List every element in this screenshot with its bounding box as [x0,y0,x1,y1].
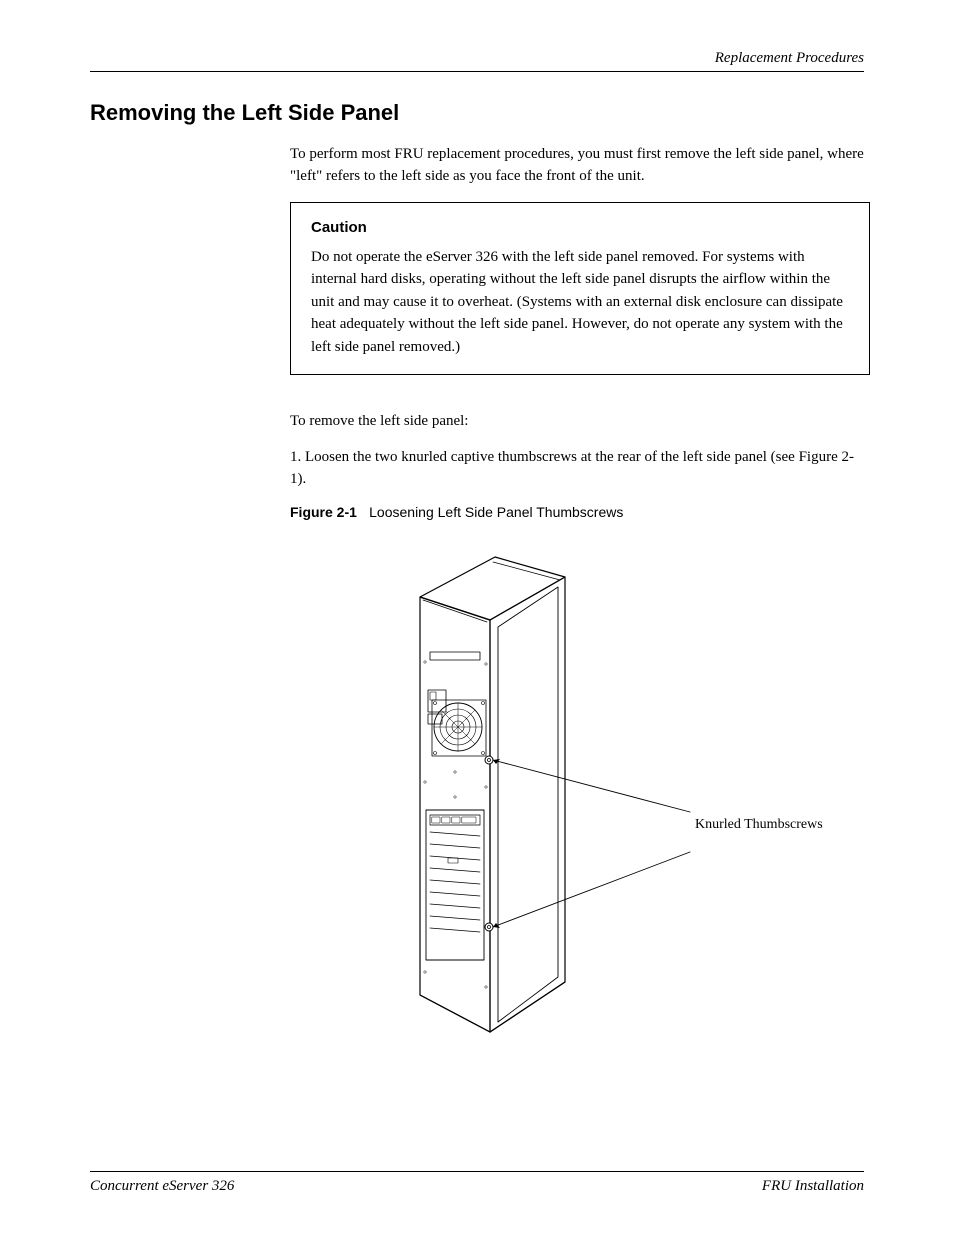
page-footer: Concurrent eServer 326 FRU Installation [90,1171,864,1195]
header-right-text: Replacement Procedures [715,50,864,67]
step-lead: To remove the left side panel: [290,411,870,433]
callout-thumbscrews: Knurled Thumbscrews [695,817,823,833]
footer-right: FRU Installation [762,1178,864,1195]
step-1: 1. Loosen the two knurled captive thumbs… [290,447,870,491]
figure-caption: Figure 2-1 Loosening Left Side Panel Thu… [290,504,870,522]
intro-paragraph: To perform most FRU replacement procedur… [290,144,870,188]
figure-number: Figure 2-1 [290,504,357,520]
figure: Knurled Thumbscrews [290,532,870,1052]
caution-box: Caution Do not operate the eServer 326 w… [290,202,870,376]
caution-text: Do not operate the eServer 326 with the … [311,246,849,359]
chassis-diagram-svg [290,532,870,1052]
page-header: Replacement Procedures [90,50,864,72]
section-title: Removing the Left Side Panel [90,100,864,126]
footer-left: Concurrent eServer 326 [90,1178,234,1195]
body-column: To perform most FRU replacement procedur… [290,144,870,1052]
page: Replacement Procedures Removing the Left… [0,0,954,1235]
figure-title: Loosening Left Side Panel Thumbscrews [369,504,623,520]
caution-title: Caution [311,219,849,236]
